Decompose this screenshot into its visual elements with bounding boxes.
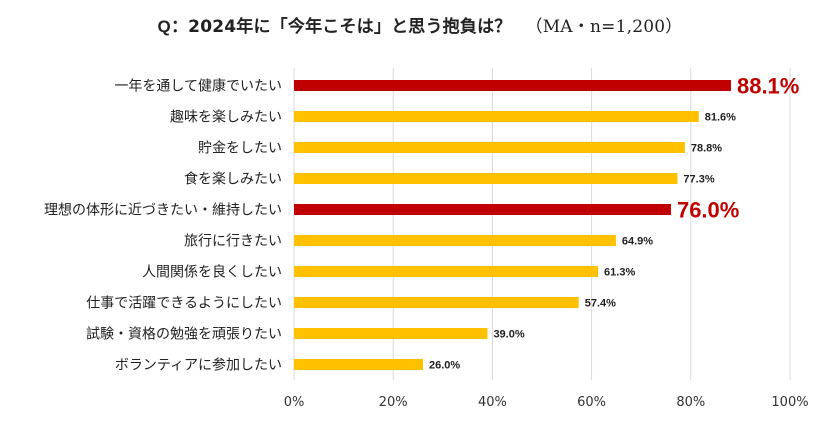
category-label: 貯金をしたい (198, 141, 282, 157)
bar (294, 204, 671, 215)
category-label: 試験・資格の勉強を頑張りたい (86, 327, 282, 343)
value-label: 88.1% (737, 74, 799, 99)
x-tick-label: 80% (676, 395, 705, 410)
bar (294, 359, 423, 370)
chart-title: Q：2024年に「今年こそは」と思う抱負は？ （MA・n=1,200） (0, 12, 840, 37)
category-label: 一年を通して健康でいたい (114, 78, 282, 95)
category-label: 食を楽しみたい (184, 171, 282, 188)
category-label: 理想の体形に近づきたい・維持したい (44, 203, 282, 219)
value-label: 39.0% (493, 329, 524, 341)
value-label: 57.4% (585, 298, 616, 310)
title-note: （MA・n=1,200） (525, 17, 683, 37)
bar (294, 111, 699, 122)
value-label: 76.0% (677, 198, 739, 223)
category-label: 旅行に行きたい (184, 234, 282, 250)
value-label: 77.3% (683, 174, 714, 186)
value-label: 64.9% (622, 236, 653, 248)
bar (294, 173, 678, 184)
value-label: 81.6% (705, 112, 736, 124)
x-tick-label: 40% (478, 395, 507, 410)
title-main: 2024年に「今年こそは」と思う抱負は？ (188, 17, 512, 37)
x-tick-label: 20% (379, 395, 408, 410)
bar (294, 80, 731, 91)
value-label: 78.8% (691, 143, 722, 155)
bar (294, 235, 616, 246)
bar (294, 297, 579, 308)
category-label: 人間関係を良くしたい (142, 265, 282, 281)
bar (294, 328, 488, 339)
x-tick-label: 0% (284, 395, 305, 410)
title-prefix: Q： (157, 17, 189, 36)
bar (294, 266, 599, 277)
value-label: 26.0% (429, 360, 460, 372)
x-tick-label: 100% (771, 395, 808, 410)
value-label: 61.3% (604, 267, 635, 279)
bar (294, 142, 685, 153)
category-label: ボランティアに参加したい (115, 357, 282, 374)
x-tick-label: 60% (577, 395, 606, 410)
category-label: 趣味を楽しみたい (170, 110, 282, 126)
category-label: 仕事で活躍できるようにしたい (86, 296, 282, 312)
